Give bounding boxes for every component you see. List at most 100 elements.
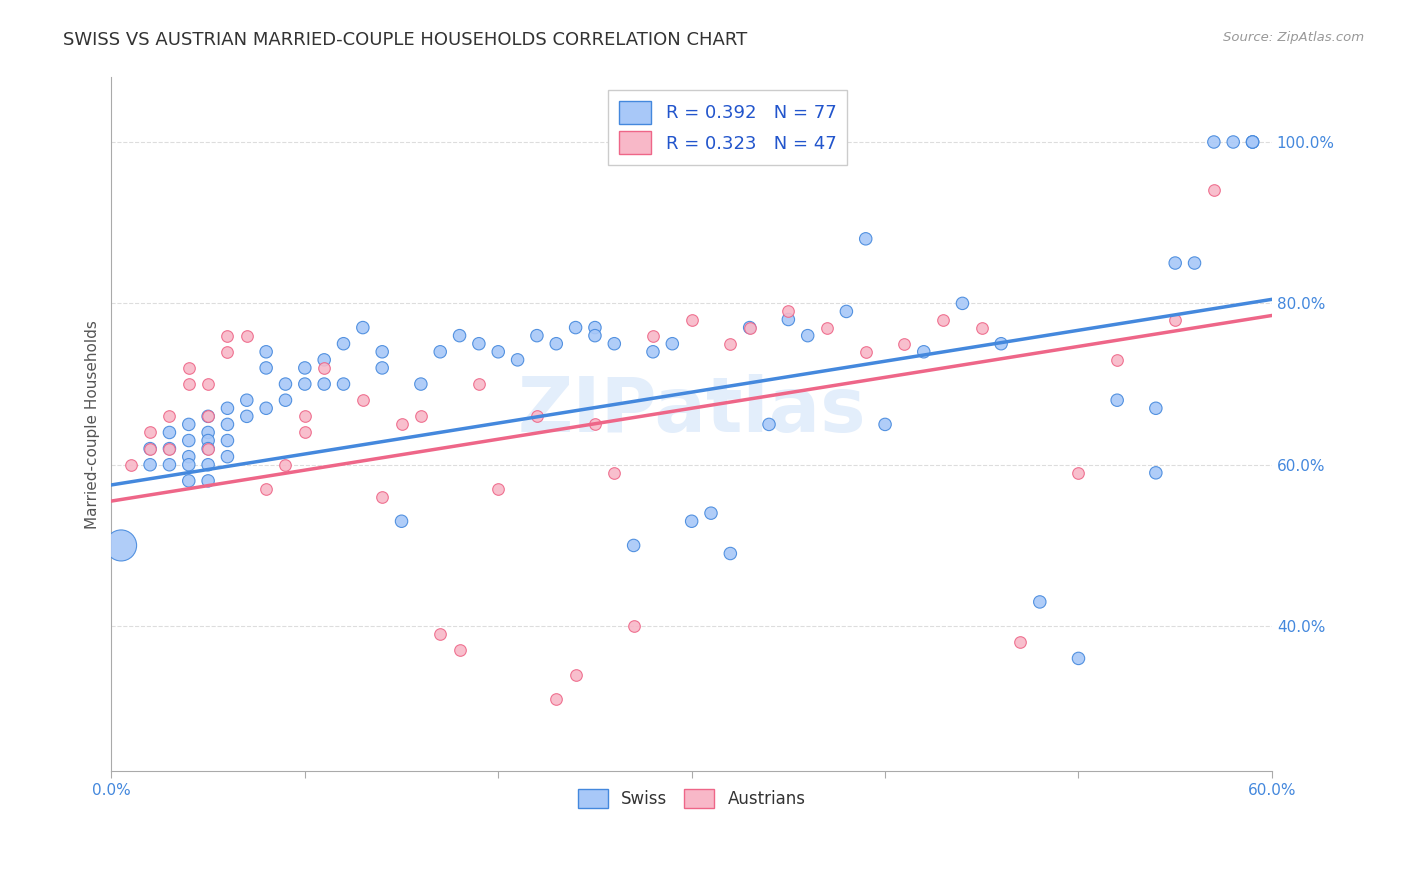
Point [294,409,316,424]
Point [700,506,723,520]
Point [159,442,181,456]
Point [217,401,239,416]
Point [294,360,316,375]
Point [603,466,626,480]
Point [314,352,336,367]
Point [623,538,645,552]
Point [236,393,259,408]
Text: ZIPatlas: ZIPatlas [517,374,866,448]
Point [177,474,200,488]
Point [197,442,219,456]
Point [217,434,239,448]
Point [1067,466,1090,480]
Point [352,393,374,408]
Point [139,458,162,472]
Point [197,409,219,424]
Point [546,691,568,706]
Point [526,409,548,424]
Point [429,344,451,359]
Point [332,336,354,351]
Point [603,336,626,351]
Point [1029,595,1052,609]
Point [254,482,277,496]
Point [409,377,432,392]
Point [197,377,219,392]
Point [254,401,277,416]
Point [1067,651,1090,665]
Point [177,377,200,392]
Point [371,344,394,359]
Point [197,434,219,448]
Point [110,538,132,552]
Point [468,377,491,392]
Point [796,328,818,343]
Point [583,417,606,432]
Point [583,320,606,334]
Point [486,482,509,496]
Point [855,232,877,246]
Point [932,312,955,326]
Point [990,336,1012,351]
Point [294,425,316,440]
Point [197,442,219,456]
Point [1010,635,1032,649]
Point [1107,352,1129,367]
Point [159,442,181,456]
Point [217,417,239,432]
Point [1222,135,1244,149]
Point [217,328,239,343]
Point [873,417,896,432]
Point [332,377,354,392]
Point [952,296,974,310]
Point [1164,312,1187,326]
Point [177,434,200,448]
Point [1164,256,1187,270]
Point [738,320,761,334]
Point [371,360,394,375]
Point [274,377,297,392]
Point [429,627,451,641]
Point [912,344,935,359]
Point [449,328,471,343]
Point [274,393,297,408]
Point [294,377,316,392]
Point [314,377,336,392]
Point [681,514,703,528]
Point [486,344,509,359]
Point [1144,466,1167,480]
Point [564,320,586,334]
Point [254,360,277,375]
Point [546,336,568,351]
Point [815,320,838,334]
Point [314,360,336,375]
Point [758,417,780,432]
Point [139,425,162,440]
Point [274,458,297,472]
Point [1107,393,1129,408]
Point [1202,183,1225,197]
Point [778,312,800,326]
Point [1241,135,1264,149]
Point [564,667,586,681]
Point [583,328,606,343]
Point [1241,135,1264,149]
Point [409,409,432,424]
Point [661,336,683,351]
Point [468,336,491,351]
Point [893,336,915,351]
Point [197,425,219,440]
Point [391,514,413,528]
Point [197,409,219,424]
Point [352,320,374,334]
Legend: Swiss, Austrians: Swiss, Austrians [571,782,813,815]
Point [855,344,877,359]
Point [506,352,529,367]
Point [197,458,219,472]
Point [718,336,741,351]
Point [120,458,142,472]
Point [217,450,239,464]
Point [718,547,741,561]
Point [236,409,259,424]
Point [1184,256,1206,270]
Point [371,490,394,504]
